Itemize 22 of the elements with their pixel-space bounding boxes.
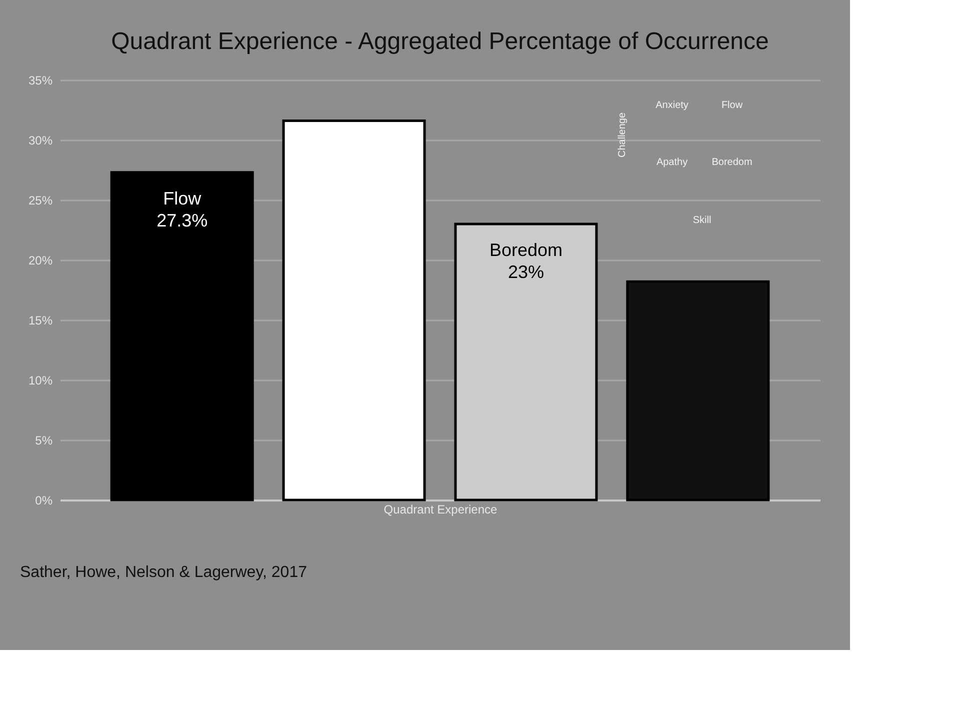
annotation: Apathy bbox=[656, 157, 688, 168]
annotation: Anxiety bbox=[656, 100, 688, 111]
annotation: Skill bbox=[692, 215, 712, 226]
annotation: Flow bbox=[721, 100, 744, 111]
annotation: Boredom bbox=[712, 157, 752, 168]
y-tick-label: 20% bbox=[28, 254, 53, 268]
text: Sather, Howe, Nelson & Lagerwey, 2017 bbox=[20, 564, 308, 581]
bar bbox=[282, 120, 426, 502]
y-tick-label: 30% bbox=[28, 134, 53, 148]
data-label: Boredom 23% bbox=[489, 240, 562, 282]
y-tick-label: 0% bbox=[35, 494, 53, 508]
y-tick-label: 5% bbox=[35, 434, 53, 448]
chart-title: Quadrant Experience - Aggregated Percentage of Occurrence bbox=[111, 28, 769, 55]
data-label: Flow 27.3% bbox=[156, 188, 208, 230]
y-tick-label: 10% bbox=[28, 374, 53, 388]
annotation: Challenge bbox=[617, 112, 628, 158]
y-tick-label: 35% bbox=[28, 74, 53, 88]
x-axis-title: Quadrant Experience bbox=[384, 502, 498, 516]
bar bbox=[626, 280, 770, 502]
bar bbox=[110, 171, 254, 502]
y-tick-label: 15% bbox=[28, 314, 53, 328]
y-tick-label: 25% bbox=[28, 194, 53, 208]
